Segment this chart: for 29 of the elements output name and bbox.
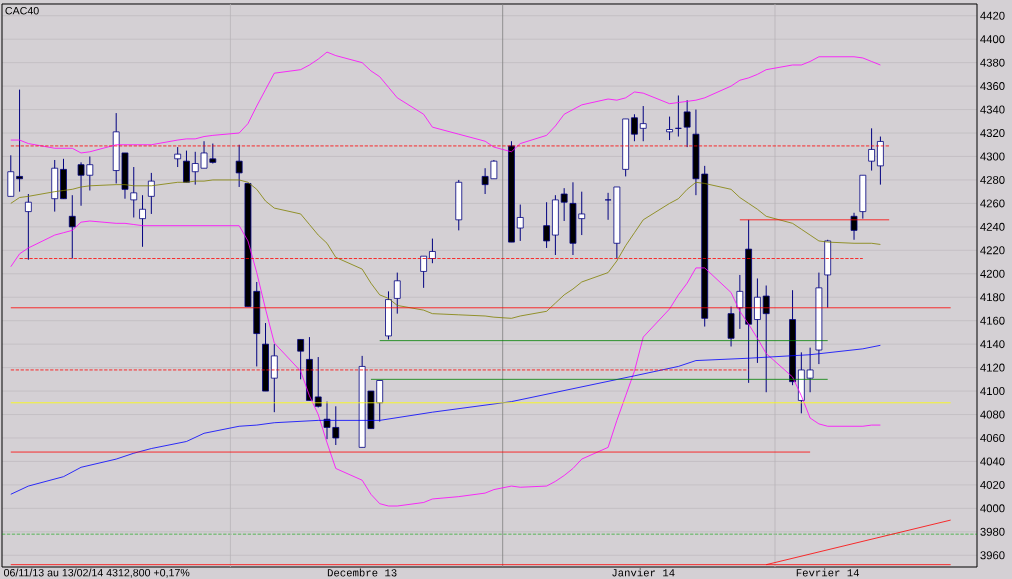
y-tick-label: 4160 <box>980 316 1005 325</box>
y-tick-label: 4040 <box>980 457 1005 466</box>
y-tick-label: 4060 <box>980 433 1005 442</box>
y-tick-label: 4400 <box>980 35 1005 44</box>
y-tick-label: 4220 <box>980 246 1005 255</box>
y-tick-label: 3960 <box>980 551 1005 560</box>
y-tick-label: 4120 <box>980 363 1005 372</box>
x-tick-label: Janvier 14 <box>612 568 675 577</box>
chart-title: CAC40 <box>5 6 39 15</box>
y-tick-label: 4100 <box>980 387 1005 396</box>
y-tick-label: 4240 <box>980 222 1005 231</box>
y-tick-label: 4080 <box>980 410 1005 419</box>
y-tick-label: 4020 <box>980 480 1005 489</box>
y-tick-label: 4140 <box>980 340 1005 349</box>
text: 06/11/13 au 13/02/14 4312,800 +0,17% <box>4 568 190 578</box>
y-tick-label: 4000 <box>980 504 1005 513</box>
y-tick-label: 4180 <box>980 293 1005 302</box>
x-tick-label: Fevrier 14 <box>796 568 860 577</box>
y-tick-label: 4380 <box>980 58 1005 67</box>
y-tick-label: 4200 <box>980 269 1005 278</box>
y-tick-label: 4340 <box>980 105 1005 114</box>
y-tick-label: 4280 <box>980 175 1005 184</box>
y-tick-label: 4300 <box>980 152 1005 161</box>
y-tick-label: 4320 <box>980 129 1005 138</box>
y-tick-label: 4420 <box>980 11 1005 20</box>
y-tick-label: 4360 <box>980 82 1005 91</box>
y-tick-label: 3980 <box>980 527 1005 536</box>
y-tick-label: 4260 <box>980 199 1005 208</box>
x-tick-label: Decembre 13 <box>327 568 397 577</box>
